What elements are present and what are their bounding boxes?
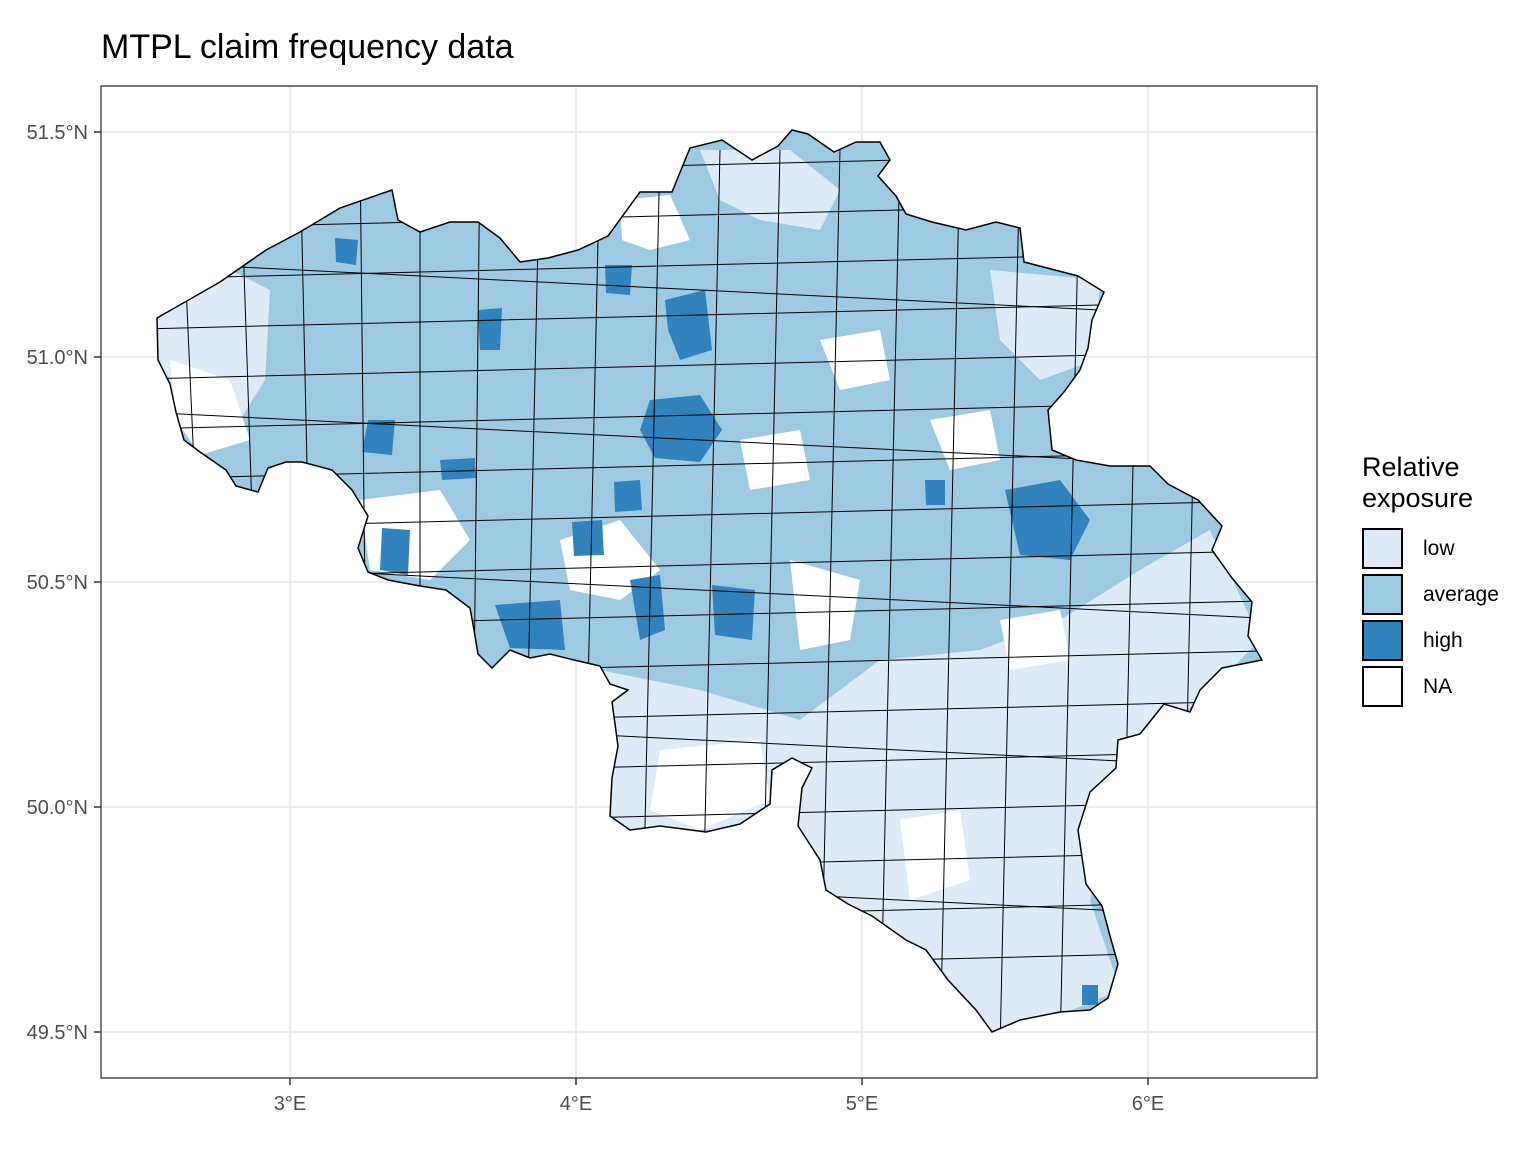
zone-low-ardennes bbox=[600, 530, 1260, 1032]
legend-item-high: high bbox=[1362, 620, 1532, 664]
plot-title: MTPL claim frequency data bbox=[101, 28, 514, 66]
y-tick-label: 49.5°N bbox=[27, 1022, 88, 1044]
legend-item-low: low bbox=[1362, 528, 1532, 572]
y-tick-label: 51.0°N bbox=[27, 347, 88, 369]
legend-title-line: Relative bbox=[1362, 452, 1460, 482]
zone-na-antwerp-port bbox=[620, 195, 690, 250]
y-tick-label: 50.5°N bbox=[27, 572, 88, 594]
legend: Relative exposure low average high NA bbox=[1362, 452, 1532, 707]
y-tick-label: 50.0°N bbox=[27, 797, 88, 819]
legend-key-low bbox=[1362, 528, 1403, 569]
zone-high-nivelles bbox=[572, 520, 604, 556]
legend-title-line: exposure bbox=[1362, 483, 1474, 513]
zone-low-northeast bbox=[990, 270, 1100, 380]
x-tick-label: 3°E bbox=[274, 1093, 306, 1115]
zone-high-kortrijk bbox=[362, 420, 395, 455]
zone-na-namur bbox=[790, 560, 860, 650]
legend-label: NA bbox=[1423, 675, 1453, 698]
x-tick-label: 4°E bbox=[560, 1093, 592, 1115]
legend-title: Relative exposure bbox=[1362, 452, 1532, 514]
x-tick-label: 6°E bbox=[1132, 1093, 1164, 1115]
x-tick-label: 5°E bbox=[846, 1093, 878, 1115]
legend-label: average bbox=[1423, 583, 1499, 606]
zone-na-south bbox=[650, 740, 770, 830]
zone-na-limburg-south bbox=[930, 410, 1000, 470]
zone-na-brabant-east bbox=[820, 330, 890, 390]
y-tick-label: 51.5°N bbox=[27, 122, 88, 144]
legend-label: low bbox=[1423, 537, 1455, 560]
legend-key-average bbox=[1362, 574, 1403, 615]
zone-na-luxembourg bbox=[900, 810, 970, 900]
axis-ticks bbox=[94, 131, 1149, 1085]
zone-high-liege bbox=[1005, 480, 1090, 560]
zone-high-brussels bbox=[640, 395, 722, 462]
zone-na-brabant-center bbox=[740, 430, 810, 490]
zone-high-namur-west bbox=[712, 585, 755, 640]
zone-low-north bbox=[700, 150, 840, 230]
zone-na-liege-south bbox=[1000, 610, 1070, 670]
zone-high-north-a bbox=[605, 265, 632, 295]
zone-high-charleroi-west bbox=[495, 600, 565, 650]
zone-high-ghent bbox=[478, 308, 502, 350]
zone-high-aalst-west bbox=[440, 458, 476, 480]
legend-item-average: average bbox=[1362, 574, 1532, 618]
zone-high-mons bbox=[380, 528, 410, 575]
legend-key-na bbox=[1362, 666, 1403, 707]
legend-key-high bbox=[1362, 620, 1403, 661]
zone-high-center bbox=[614, 480, 642, 512]
zone-high-arlon bbox=[1082, 985, 1098, 1005]
zone-high-bruges bbox=[335, 238, 358, 265]
legend-label: high bbox=[1423, 629, 1463, 652]
legend-item-na: NA bbox=[1362, 666, 1532, 710]
zone-high-antwerp bbox=[665, 290, 712, 360]
zone-high-limburg bbox=[925, 480, 945, 505]
zone-high-charleroi bbox=[630, 575, 665, 640]
